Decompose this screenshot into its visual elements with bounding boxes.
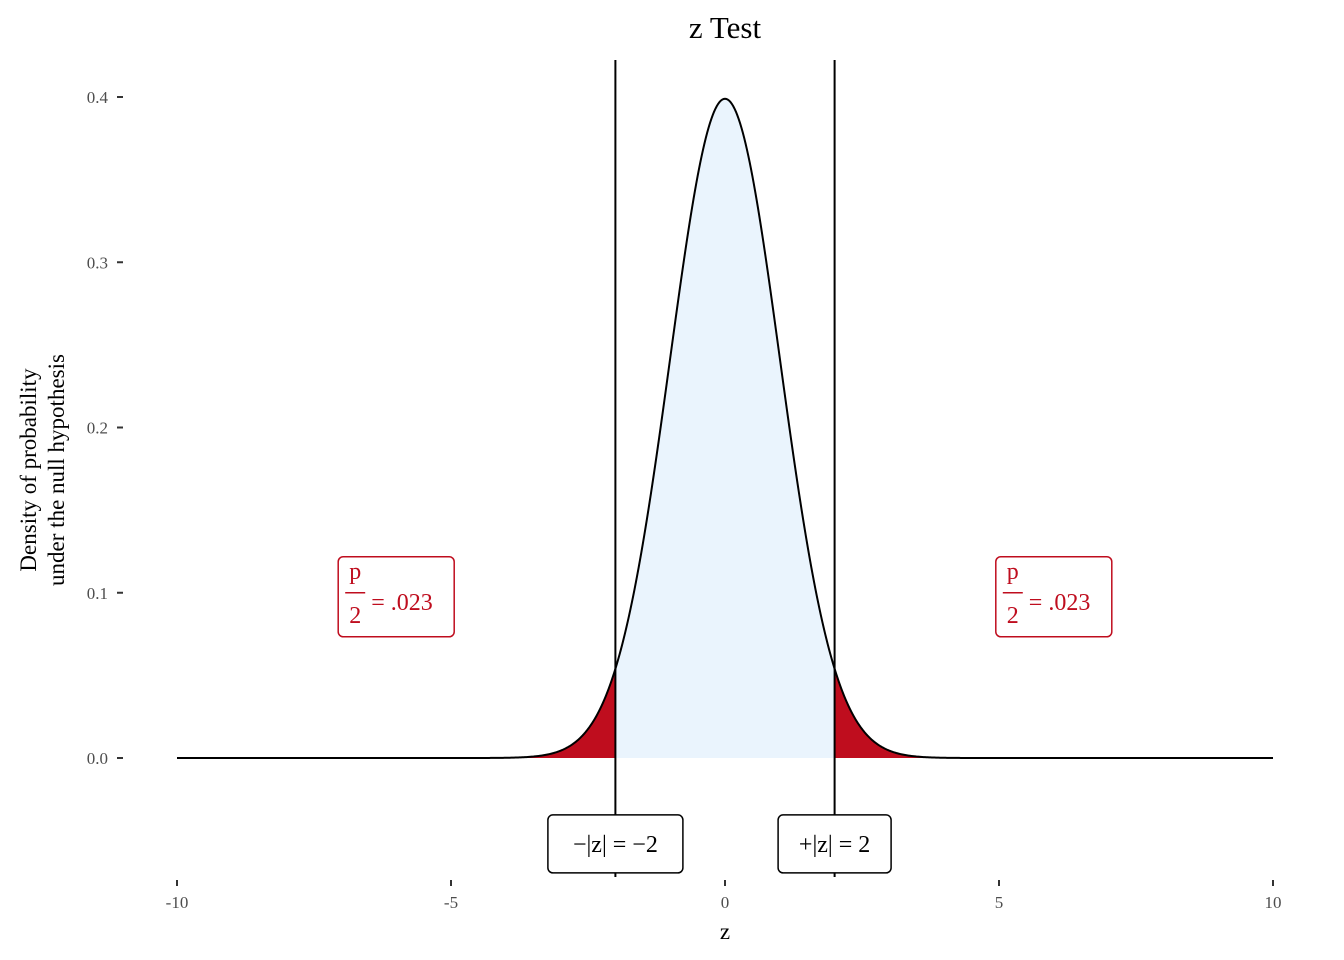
p-annotation-box [995, 556, 1113, 638]
y-axis-title-line-1: Density of probability [16, 368, 41, 572]
y-tick-label: 0.2 [87, 419, 108, 438]
x-axis-title: z [720, 919, 730, 944]
chart-title: z Test [689, 10, 762, 45]
x-tick-label: 0 [721, 893, 730, 912]
y-axis-title: Density of probability under the null hy… [16, 354, 69, 586]
p-annotation-left: p 2 = .023 [337, 556, 455, 638]
center-region-fill [615, 98, 835, 758]
z-annotation-upper: +|z| = 2 [777, 814, 892, 874]
z-annotation-box [547, 814, 684, 874]
x-tick-label: 5 [995, 893, 1004, 912]
p-annotation-denominator: 2 [1007, 603, 1019, 629]
y-tick-label: 0.3 [87, 253, 108, 272]
x-tick-label: 10 [1265, 893, 1282, 912]
plot-area: 0.0 0.1 0.2 0.3 0.4 -10 -5 0 5 10 p 2 = .023 p 2 = .023… [87, 60, 1282, 912]
y-axis-title-line-2: under the null hypothesis [44, 354, 69, 586]
z-annotation-lower: −|z| = −2 [547, 814, 684, 874]
right-tail-fill [834, 668, 972, 758]
x-tick-label: -10 [166, 893, 189, 912]
p-annotation-value: = .023 [371, 590, 433, 616]
density-curve [177, 97, 1273, 759]
p-annotation-box [337, 556, 455, 638]
y-tick-label: 0.1 [87, 584, 108, 603]
z-annotation-box [777, 814, 892, 874]
p-annotation-numerator: p [1007, 559, 1019, 585]
p-annotation-denominator: 2 [349, 603, 361, 629]
left-tail-fill [478, 668, 616, 758]
z-annotation-label: −|z| = −2 [573, 832, 658, 858]
z-annotation-label: +|z| = 2 [799, 832, 870, 858]
x-tick-label: -5 [444, 893, 458, 912]
p-annotation-numerator: p [349, 559, 361, 585]
y-tick-label: 0.0 [87, 749, 108, 768]
y-tick-label: 0.4 [87, 88, 109, 107]
p-annotation-right: p 2 = .023 [995, 556, 1113, 638]
p-annotation-value: = .023 [1029, 590, 1091, 616]
